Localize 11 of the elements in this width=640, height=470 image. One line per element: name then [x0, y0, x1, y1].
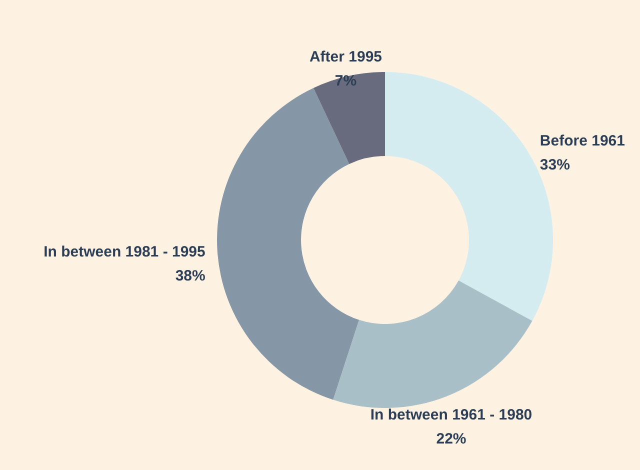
- slice-label: Before 1961: [540, 132, 625, 150]
- donut-slice: [313, 72, 385, 164]
- slice-label: In between 1961 - 1980: [370, 406, 532, 424]
- donut-slice: [217, 88, 360, 400]
- data-label: 7%: [334, 72, 357, 90]
- data-label: 38%: [175, 267, 206, 284]
- donut-slice: [333, 280, 532, 408]
- data-label: 33%: [540, 156, 570, 174]
- slice-label: After 1995: [309, 48, 382, 66]
- data-label: 22%: [436, 430, 466, 448]
- slice-label: In between 1981 - 1995: [44, 243, 206, 260]
